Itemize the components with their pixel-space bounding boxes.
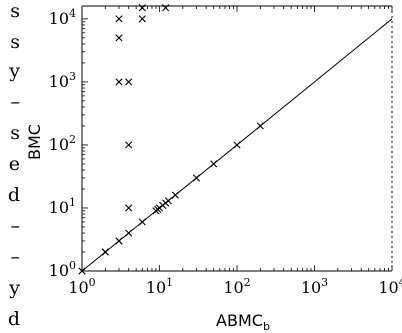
- data-point: [192, 174, 201, 182]
- data-point: [115, 78, 123, 86]
- data-point: [138, 4, 146, 12]
- margin-fragment: –: [10, 246, 21, 268]
- x-tick-label: 103: [301, 276, 328, 297]
- data-point: [210, 160, 218, 168]
- margin-fragment: y: [9, 277, 20, 299]
- x-axis-label: ABMCb: [216, 311, 270, 333]
- data-point: [125, 78, 133, 86]
- margin-text-fragments: s s y – s e d – – y d: [0, 0, 24, 333]
- plot-frame: [81, 5, 393, 272]
- data-point: [138, 218, 146, 226]
- x-tick-label: 101: [146, 276, 173, 297]
- data-point: [115, 34, 123, 42]
- y-tick-label: 102: [49, 133, 76, 154]
- data-point: [115, 237, 123, 245]
- data-point: [125, 141, 133, 149]
- margin-fragment: s: [10, 122, 20, 144]
- margin-fragment: d: [7, 308, 20, 330]
- margin-fragment: s: [10, 0, 20, 22]
- margin-fragment: e: [8, 153, 20, 175]
- y-axis-label: BMC: [25, 124, 44, 160]
- data-point: [115, 15, 123, 23]
- y-tick-label: 104: [49, 7, 76, 28]
- data-points: [78, 4, 264, 275]
- x-tick-label: 100: [68, 276, 95, 297]
- x-tick-label: 102: [223, 276, 250, 297]
- margin-fragment: –: [10, 91, 21, 113]
- data-point: [233, 141, 241, 149]
- y-tick-label: 100: [49, 259, 76, 280]
- axis-labels: ABMCb BMC: [25, 124, 270, 333]
- margin-fragment: y: [9, 60, 20, 82]
- axis-ticks: 100 101 102 103 104 100 101 102 103 104: [49, 6, 402, 297]
- data-point: [162, 4, 170, 12]
- data-point: [171, 191, 179, 199]
- data-point: [125, 229, 133, 237]
- data-point: [256, 122, 264, 130]
- data-point: [138, 15, 146, 23]
- y-tick-label: 101: [49, 196, 76, 217]
- margin-fragment: –: [10, 215, 21, 237]
- margin-fragment: d: [7, 184, 20, 206]
- data-point: [101, 248, 109, 256]
- x-tick-label: 104: [378, 276, 402, 297]
- data-point: [164, 197, 172, 205]
- data-point: [78, 267, 86, 275]
- margin-fragment: s: [10, 31, 20, 53]
- y-tick-label: 103: [49, 70, 76, 91]
- data-point: [125, 204, 133, 212]
